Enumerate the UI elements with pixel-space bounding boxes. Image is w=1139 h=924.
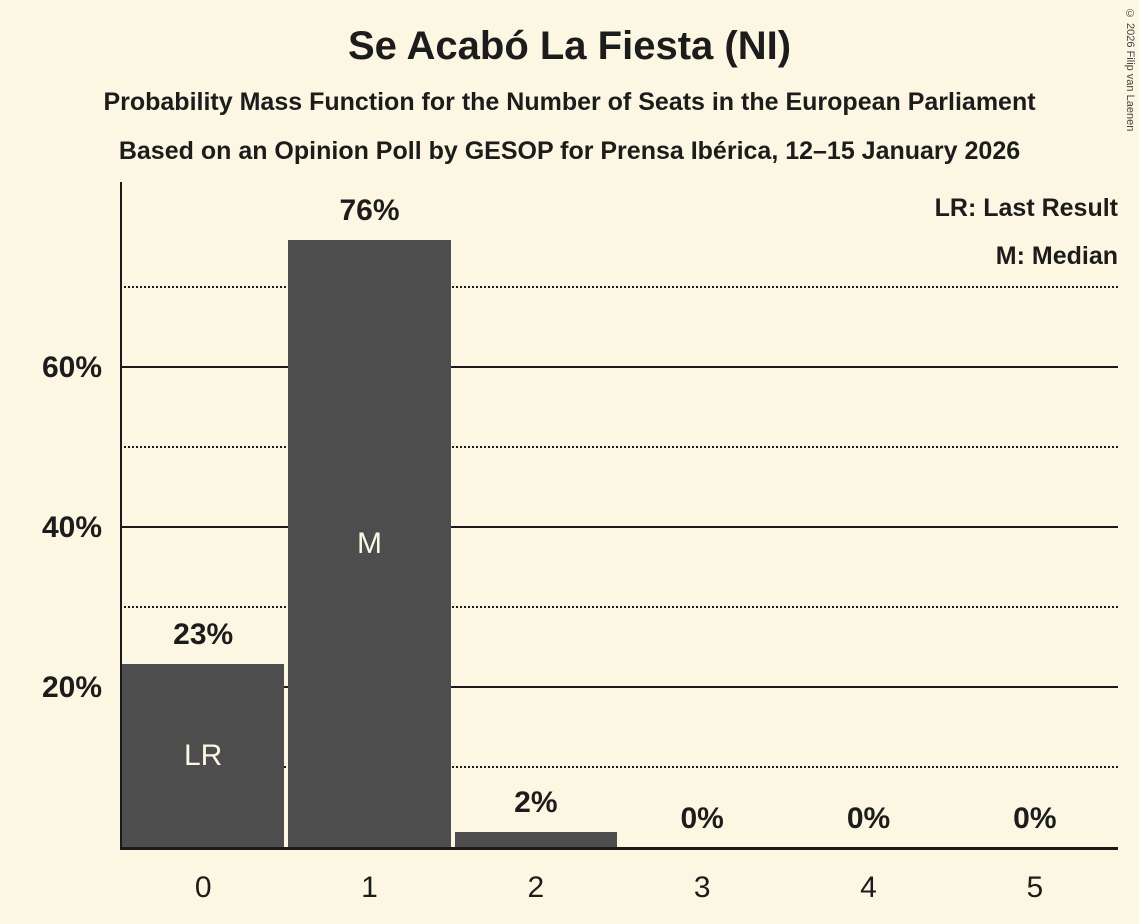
bar-value-label-3: 0% bbox=[680, 802, 724, 835]
bar-value-label-5: 0% bbox=[1013, 802, 1057, 835]
y-axis-line bbox=[120, 182, 122, 848]
x-axis-label-2: 2 bbox=[527, 871, 545, 904]
x-axis-label-1: 1 bbox=[361, 871, 378, 904]
gridline-dotted-30 bbox=[120, 606, 1118, 608]
gridline-dotted-70 bbox=[120, 286, 1118, 288]
chart-title: Se Acabó La Fiesta (NI) bbox=[347, 24, 792, 68]
gridline-solid-40 bbox=[120, 526, 1118, 528]
gridline-solid-20 bbox=[120, 686, 1118, 688]
bar-value-label-1: 76% bbox=[339, 194, 400, 227]
y-axis-label-20: 20% bbox=[41, 671, 102, 704]
copyright-notice: © 2026 Filip van Laenen bbox=[1124, 8, 1136, 132]
gridline-solid-60 bbox=[120, 366, 1118, 368]
bar-value-label-0: 23% bbox=[173, 618, 234, 651]
bar-value-label-4: 0% bbox=[846, 802, 891, 835]
bar-seats-0 bbox=[122, 664, 285, 848]
bar-seats-2 bbox=[454, 832, 617, 848]
x-axis-label-3: 3 bbox=[693, 871, 711, 904]
chart-subtitle: Probability Mass Function for the Number… bbox=[103, 88, 1036, 116]
gridline-dotted-50 bbox=[120, 446, 1118, 448]
x-axis-label-0: 0 bbox=[194, 871, 212, 904]
x-axis-label-5: 5 bbox=[1026, 871, 1044, 904]
bar-value-label-2: 2% bbox=[514, 786, 558, 819]
gridline-dotted-10 bbox=[120, 766, 1118, 768]
bar-annotation-0: LR bbox=[183, 739, 223, 772]
chart-poll-source: Based on an Opinion Poll by GESOP for Pr… bbox=[118, 137, 1021, 165]
y-axis-label-60: 60% bbox=[41, 351, 102, 384]
plot-area: 20% 40% 60% 23% LR 0 76% M 1 2% 2 0% 3 0% 4 0% 5 bbox=[42, 182, 1118, 904]
legend-last-result: LR: Last Result bbox=[934, 194, 1118, 222]
chart-legend: LR: Last Result M: Median bbox=[935, 184, 1118, 280]
bar-seats-1 bbox=[288, 240, 451, 848]
legend-median: M: Median bbox=[995, 242, 1118, 270]
y-axis-label-40: 40% bbox=[41, 511, 102, 544]
bar-annotation-1: M bbox=[356, 527, 382, 560]
x-axis-line bbox=[120, 847, 1118, 850]
x-axis-label-4: 4 bbox=[860, 871, 877, 904]
